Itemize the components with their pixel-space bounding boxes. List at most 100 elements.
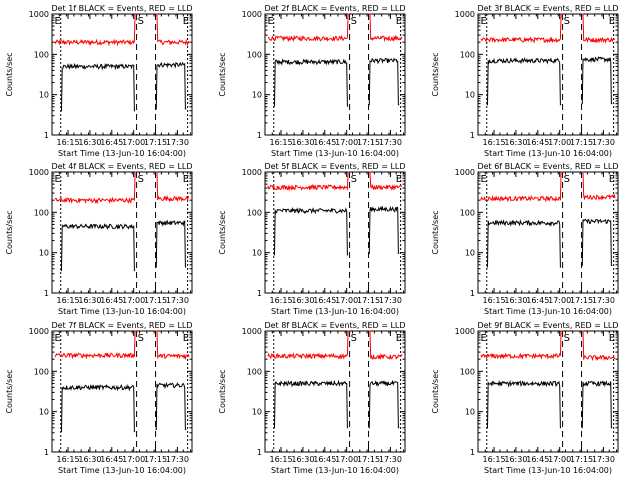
y-axis-label: Counts/sec: [431, 52, 440, 96]
plot-frame: [51, 330, 193, 453]
x-tick-label: 16:30: [291, 138, 314, 147]
chart-panel-7: Det 7f BLACK = Events, RED = LLD Counts/s…: [5, 321, 193, 475]
x-tick-label: 17:30: [379, 138, 402, 147]
marker-letter-E: E: [480, 333, 486, 344]
x-tick-label: 16:15: [270, 296, 293, 305]
lld-series-line: [480, 171, 563, 203]
lld-series-line: [54, 171, 137, 205]
y-tick-label: 1000: [29, 168, 49, 177]
lld-series-line: [368, 13, 403, 42]
lld-series-line: [581, 13, 616, 44]
events-series-line: [368, 57, 400, 106]
chart-title: Det 7f BLACK = Events, RED = LLD: [51, 321, 192, 330]
marker-letter-E: E: [183, 333, 189, 344]
marker-letter-E: E: [609, 16, 615, 27]
x-tick-label: 17:30: [592, 296, 615, 305]
x-tick-label: 17:15: [570, 138, 593, 147]
lld-series-line: [480, 330, 563, 361]
y-tick-label: 1: [257, 289, 262, 298]
events-series-line: [581, 218, 613, 266]
lld-series-line: [54, 13, 137, 47]
x-tick-label: 17:00: [335, 455, 358, 464]
y-tick-label: 100: [34, 208, 49, 217]
y-tick-label: 10: [465, 91, 475, 100]
chart-panel-4: Det 4f BLACK = Events, RED = LLD Counts/s…: [5, 162, 193, 316]
marker-letter-E: E: [609, 333, 615, 344]
marker-letter-E: E: [396, 174, 402, 185]
plot-frame: [51, 13, 193, 136]
x-axis-label: Start Time (13-Jun-10 16:04:00): [271, 307, 399, 316]
y-tick-label: 1000: [29, 10, 49, 19]
x-tick-label: 16:15: [483, 455, 506, 464]
chart-title: Det 4f BLACK = Events, RED = LLD: [51, 162, 192, 171]
marker-letter-E: E: [183, 16, 189, 27]
plot-frame: [477, 171, 619, 294]
x-tick-label: 16:45: [526, 138, 549, 147]
x-tick-label: 16:45: [313, 138, 336, 147]
x-tick-label: 16:45: [100, 138, 123, 147]
marker-letter-E: E: [54, 16, 60, 27]
events-series-line: [486, 379, 562, 429]
y-axis-label: Counts/sec: [431, 369, 440, 413]
plot-frame: [477, 13, 619, 136]
x-tick-label: 16:15: [270, 455, 293, 464]
x-axis-label: Start Time (13-Jun-10 16:04:00): [271, 149, 399, 158]
y-tick-label: 100: [247, 367, 262, 376]
plot-frame: [264, 171, 406, 294]
x-axis-label: Start Time (13-Jun-10 16:04:00): [271, 466, 399, 475]
x-tick-label: 17:00: [122, 138, 145, 147]
y-tick-label: 1: [470, 131, 475, 140]
y-tick-label: 10: [465, 408, 475, 417]
lld-series-line: [267, 330, 350, 360]
chart-title: Det 5f BLACK = Events, RED = LLD: [264, 162, 405, 171]
x-axis-label: Start Time (13-Jun-10 16:04:00): [484, 149, 612, 158]
plot-frame: [264, 330, 406, 453]
x-tick-label: 17:15: [144, 138, 167, 147]
marker-letter-E: E: [267, 16, 273, 27]
events-series-line: [581, 380, 613, 429]
y-tick-label: 10: [465, 249, 475, 258]
x-tick-label: 16:30: [291, 296, 314, 305]
events-series-line: [581, 56, 613, 105]
chart-title: Det 9f BLACK = Events, RED = LLD: [477, 321, 618, 330]
lld-series-line: [480, 13, 563, 44]
marker-letter-S: S: [138, 333, 144, 344]
x-tick-label: 17:00: [548, 296, 571, 305]
x-axis-label: Start Time (13-Jun-10 16:04:00): [484, 466, 612, 475]
y-tick-label: 10: [39, 408, 49, 417]
x-tick-label: 16:45: [100, 455, 123, 464]
y-tick-label: 10: [39, 91, 49, 100]
x-axis-label: Start Time (13-Jun-10 16:04:00): [58, 149, 186, 158]
y-tick-label: 1000: [455, 327, 475, 336]
x-tick-label: 16:30: [78, 455, 101, 464]
events-series-line: [273, 58, 349, 107]
marker-letter-E: E: [396, 16, 402, 27]
x-tick-label: 16:45: [526, 296, 549, 305]
y-tick-label: 100: [460, 208, 475, 217]
x-tick-label: 17:30: [592, 138, 615, 147]
x-tick-label: 17:30: [379, 455, 402, 464]
x-tick-label: 16:30: [291, 455, 314, 464]
marker-letter-E: E: [480, 174, 486, 185]
x-tick-label: 16:45: [313, 455, 336, 464]
y-tick-label: 10: [252, 91, 262, 100]
chart-panel-1: Det 1f BLACK = Events, RED = LLD Counts/s…: [5, 4, 193, 158]
plot-frame: [477, 330, 619, 453]
x-tick-label: 17:30: [166, 455, 189, 464]
chart-panel-5: Det 5f BLACK = Events, RED = LLD Counts/s…: [218, 162, 406, 316]
x-tick-label: 17:00: [122, 296, 145, 305]
lld-series-line: [155, 330, 190, 361]
y-tick-label: 10: [39, 249, 49, 258]
lld-series-line: [368, 171, 403, 192]
lld-series-line: [267, 171, 350, 192]
x-tick-label: 17:15: [357, 138, 380, 147]
marker-letter-S: S: [138, 174, 144, 185]
events-series-line: [60, 223, 136, 272]
y-axis-label: Counts/sec: [218, 210, 227, 254]
chart-title: Det 3f BLACK = Events, RED = LLD: [477, 4, 618, 13]
x-tick-label: 17:15: [570, 296, 593, 305]
x-axis-label: Start Time (13-Jun-10 16:04:00): [58, 307, 186, 316]
marker-letter-S: S: [564, 174, 570, 185]
lld-series-line: [54, 330, 137, 360]
events-series-line: [155, 219, 187, 268]
